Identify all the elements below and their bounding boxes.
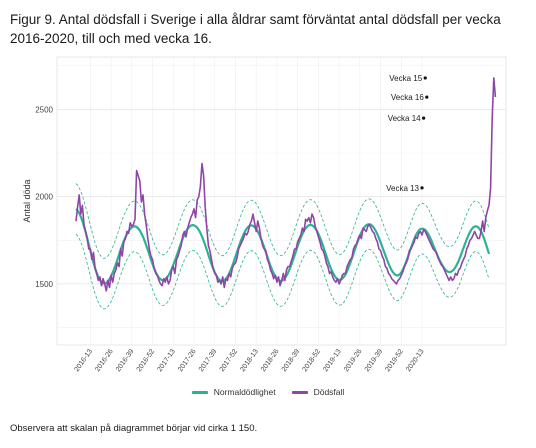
annotation-point: [425, 95, 429, 99]
annotation-point: [423, 76, 427, 80]
x-axis: 2016-13 2016-26 2016-39 2016-52 2017-13 2017-…: [74, 348, 426, 373]
y-axis-label: Antal döda: [22, 179, 32, 222]
annotation-point: [420, 186, 424, 190]
legend-swatch-deaths: [291, 390, 308, 394]
y-tick-label: 2000: [35, 193, 53, 202]
x-tick-label: 2016-26: [94, 348, 115, 373]
y-tick-label: 2500: [35, 105, 53, 114]
legend-item-deaths: Dödsfall: [291, 387, 345, 397]
annotation-label: Vecka 13: [386, 184, 419, 193]
x-tick-label: 2019-52: [384, 348, 405, 373]
legend-item-normal: Normaldödlighet: [191, 387, 276, 397]
x-tick-label: 2018-13: [239, 348, 260, 373]
x-tick-label: 2017-13: [156, 348, 177, 373]
series-line-deaths: [75, 77, 497, 292]
y-tick-label: 1500: [35, 280, 53, 289]
x-tick-label: 2018-39: [281, 348, 302, 373]
legend-label-deaths: Dödsfall: [313, 387, 345, 397]
series-lines: [75, 77, 497, 292]
annotation-point: [422, 116, 426, 120]
annotation-label: Vecka 14: [388, 114, 421, 123]
annotation-label: Vecka 16: [391, 93, 424, 102]
x-tick-label: 2019-39: [364, 348, 385, 373]
legend-swatch-normal: [191, 390, 208, 394]
x-tick-label: 2016-13: [74, 348, 95, 373]
annotations: Vecka 15 Vecka 16 Vecka 14 Vecka 13: [386, 74, 429, 193]
x-tick-label: 2017-26: [177, 348, 198, 373]
legend: Normaldödlighet Dödsfall: [0, 387, 536, 397]
legend-label-normal: Normaldödlighet: [213, 387, 276, 397]
x-tick-label: 2018-26: [260, 348, 281, 373]
x-tick-label: 2018-52: [302, 348, 323, 373]
figure-title: Figur 9. Antal dödsfall i Sverige i alla…: [10, 12, 501, 46]
annotation-label: Vecka 15: [389, 74, 422, 83]
y-axis: 1500 2000 2500: [35, 105, 53, 289]
x-tick-label: 2019-26: [343, 348, 364, 373]
x-tick-label: 2017-39: [198, 348, 219, 373]
normal-band-lower: [75, 233, 490, 310]
plot-panel: [56, 56, 507, 346]
x-tick-label: 2016-39: [115, 348, 136, 373]
x-tick-label: 2020-13: [405, 348, 426, 373]
x-tick-label: 2016-52: [136, 348, 157, 373]
x-tick-label: 2017-52: [219, 348, 240, 373]
x-tick-label: 2019-13: [322, 348, 343, 373]
footnote: Observera att skalan på diagrammet börja…: [10, 423, 258, 434]
